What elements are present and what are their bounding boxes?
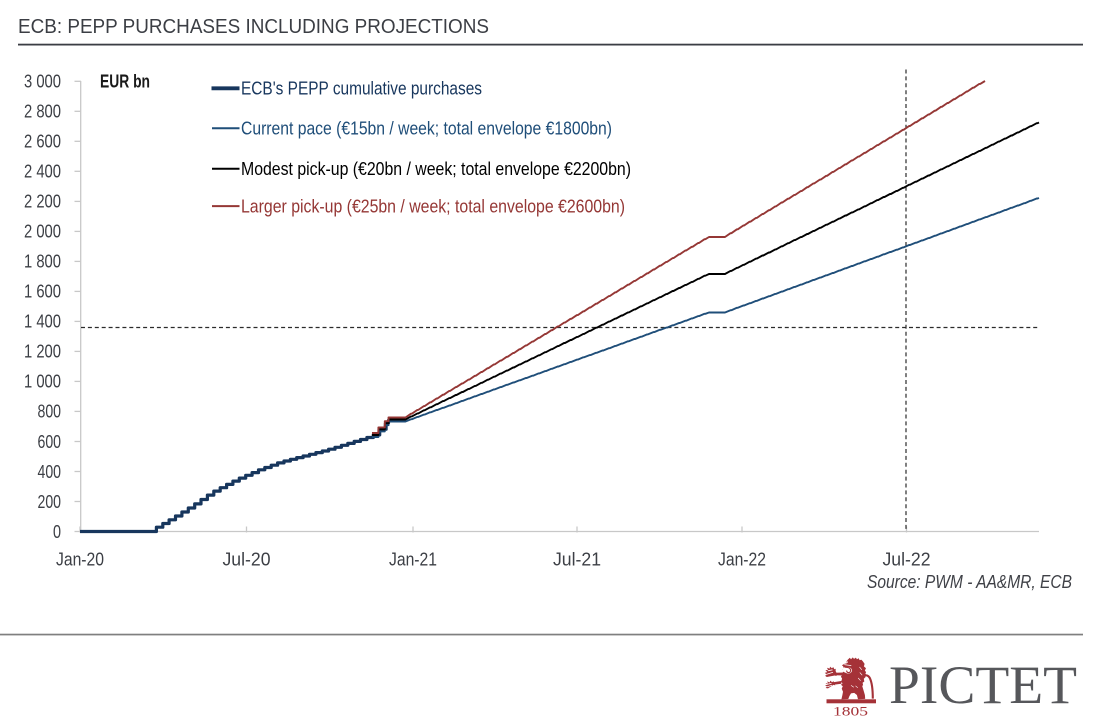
svg-text:PICTET: PICTET <box>889 655 1077 715</box>
svg-text:600: 600 <box>38 432 62 452</box>
svg-text:1 800: 1 800 <box>24 252 61 272</box>
svg-text:2 800: 2 800 <box>24 102 61 122</box>
svg-text:2 400: 2 400 <box>24 162 61 182</box>
svg-text:Current pace (€15bn / week; to: Current pace (€15bn / week; total envelo… <box>241 119 612 139</box>
svg-text:3 000: 3 000 <box>24 72 61 92</box>
svg-text:400: 400 <box>38 462 62 482</box>
svg-text:2 000: 2 000 <box>24 222 61 242</box>
svg-text:Jan-22: Jan-22 <box>718 550 766 570</box>
svg-text:2 200: 2 200 <box>24 192 61 212</box>
svg-text:Jan-20: Jan-20 <box>56 550 104 570</box>
svg-text:200: 200 <box>38 492 62 512</box>
svg-text:1805: 1805 <box>833 705 868 719</box>
svg-text:ECB: PEPP PURCHASES INCLUDING: ECB: PEPP PURCHASES INCLUDING PROJECTION… <box>18 16 489 38</box>
svg-text:1 000: 1 000 <box>24 372 61 392</box>
svg-text:0: 0 <box>53 522 61 542</box>
svg-text:Jul-22: Jul-22 <box>883 550 931 570</box>
svg-text:1 600: 1 600 <box>24 282 61 302</box>
svg-text:Jul-20: Jul-20 <box>223 550 271 570</box>
svg-text:Jan-21: Jan-21 <box>389 550 437 570</box>
svg-text:Modest pick-up (€20bn / week;: Modest pick-up (€20bn / week; total enve… <box>241 159 631 179</box>
svg-text:Larger pick-up (€25bn / week;: Larger pick-up (€25bn / week; total enve… <box>241 196 625 216</box>
svg-text:EUR bn: EUR bn <box>100 72 150 92</box>
svg-text:Source: PWM - AA&MR, ECB: Source: PWM - AA&MR, ECB <box>867 572 1072 592</box>
svg-text:800: 800 <box>38 402 62 422</box>
svg-text:2 600: 2 600 <box>24 132 61 152</box>
svg-text:1 400: 1 400 <box>24 312 61 332</box>
svg-text:1 200: 1 200 <box>24 342 61 362</box>
svg-text:ECB's PEPP cumulative purchase: ECB's PEPP cumulative purchases <box>241 79 482 99</box>
svg-text:Jul-21: Jul-21 <box>553 550 601 570</box>
